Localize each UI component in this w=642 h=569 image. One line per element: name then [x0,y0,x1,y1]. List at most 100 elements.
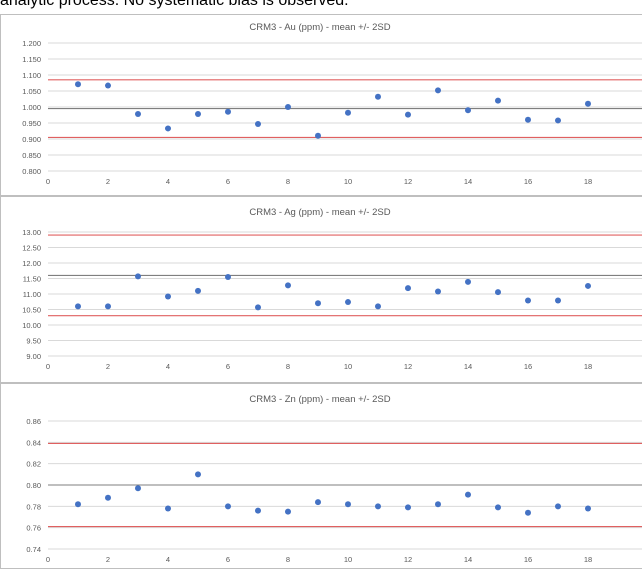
data-point [405,504,411,511]
data-point [375,93,381,100]
data-point [255,304,261,311]
data-point [495,504,501,511]
chart-panel [0,196,642,383]
data-point [525,509,531,516]
y-tick-label: 10.50 [22,306,41,315]
chart-panel [0,14,642,196]
data-point [465,491,471,498]
y-tick-label: 1.150 [22,55,41,64]
y-tick-label: 0.84 [26,438,41,447]
x-tick-label: 6 [226,177,230,186]
y-tick-label: 11.00 [23,290,41,299]
x-tick-label: 12 [404,177,412,186]
y-tick-label: 12.00 [22,259,41,268]
data-point [555,503,561,510]
data-point [345,109,351,116]
x-tick-label: 4 [166,555,170,564]
data-point [375,503,381,510]
y-tick-label: 0.850 [22,151,41,160]
data-point [135,111,141,118]
y-tick-label: 1.050 [22,87,41,96]
data-point [495,97,501,104]
x-tick-label: 2 [106,177,110,186]
data-point [195,471,201,478]
data-point [165,505,171,512]
x-tick-label: 14 [464,555,472,564]
y-tick-label: 9.00 [26,352,41,361]
data-point [75,303,81,310]
x-tick-label: 8 [286,177,290,186]
y-tick-label: 0.900 [22,135,41,144]
chart-title: CRM3 - Zn (ppm) - mean +/- 2SD [249,394,390,405]
y-tick-label: 11.50 [23,275,41,284]
y-tick-label: 1.100 [22,71,41,80]
y-tick-label: 0.78 [26,502,41,511]
chart-title: CRM3 - Au (ppm) - mean +/- 2SD [249,22,390,33]
x-tick-label: 18 [584,177,592,186]
data-point [105,303,111,310]
x-tick-label: 4 [166,362,170,371]
data-point [465,107,471,114]
data-point [75,81,81,88]
x-tick-label: 10 [344,362,352,371]
data-point [255,507,261,514]
x-tick-label: 2 [106,362,110,371]
x-tick-label: 6 [226,555,230,564]
data-point [555,297,561,304]
data-point [165,293,171,300]
y-tick-label: 10.00 [22,321,41,330]
x-tick-label: 0 [46,362,50,371]
data-point [105,494,111,501]
data-point [525,116,531,123]
y-tick-label: 0.86 [26,417,41,426]
data-point [195,111,201,118]
y-tick-label: 1.000 [22,103,41,112]
x-tick-label: 12 [404,362,412,371]
data-point [225,108,231,115]
x-tick-label: 16 [524,177,532,186]
data-point [285,104,291,110]
data-point [135,485,141,492]
y-tick-label: 0.82 [26,460,41,469]
y-tick-label: 0.76 [26,524,41,533]
y-tick-label: 0.800 [22,167,41,176]
chart-title: CRM3 - Ag (ppm) - mean +/- 2SD [249,207,390,218]
x-tick-label: 8 [286,362,290,371]
x-tick-label: 16 [524,362,532,371]
x-tick-label: 14 [464,177,472,186]
data-point [405,111,411,118]
data-point [315,300,321,307]
x-tick-label: 4 [166,177,170,186]
data-point [225,503,231,510]
data-point [585,100,591,107]
data-point [345,299,351,306]
data-point [375,303,381,310]
data-point [495,289,501,296]
data-point [405,285,411,292]
data-point [285,508,291,515]
data-point [195,287,201,294]
y-tick-label: 13.00 [22,228,41,237]
x-tick-label: 16 [524,555,532,564]
data-point [435,501,441,508]
data-point [135,273,141,280]
intro-text: analytic process. No systematic bias is … [0,0,349,9]
x-tick-label: 0 [46,177,50,186]
x-tick-label: 10 [344,177,352,186]
data-point [225,273,231,280]
x-tick-label: 8 [286,555,290,564]
x-tick-label: 12 [404,555,412,564]
data-point [465,278,471,285]
data-point [315,499,321,506]
data-point [585,505,591,512]
y-tick-label: 0.950 [22,119,41,128]
x-tick-label: 10 [344,555,352,564]
x-tick-label: 0 [46,555,50,564]
data-point [555,117,561,124]
x-tick-label: 2 [106,555,110,564]
x-tick-label: 6 [226,362,230,371]
chart-panel [0,383,642,569]
x-tick-label: 18 [584,555,592,564]
data-point [525,297,531,304]
